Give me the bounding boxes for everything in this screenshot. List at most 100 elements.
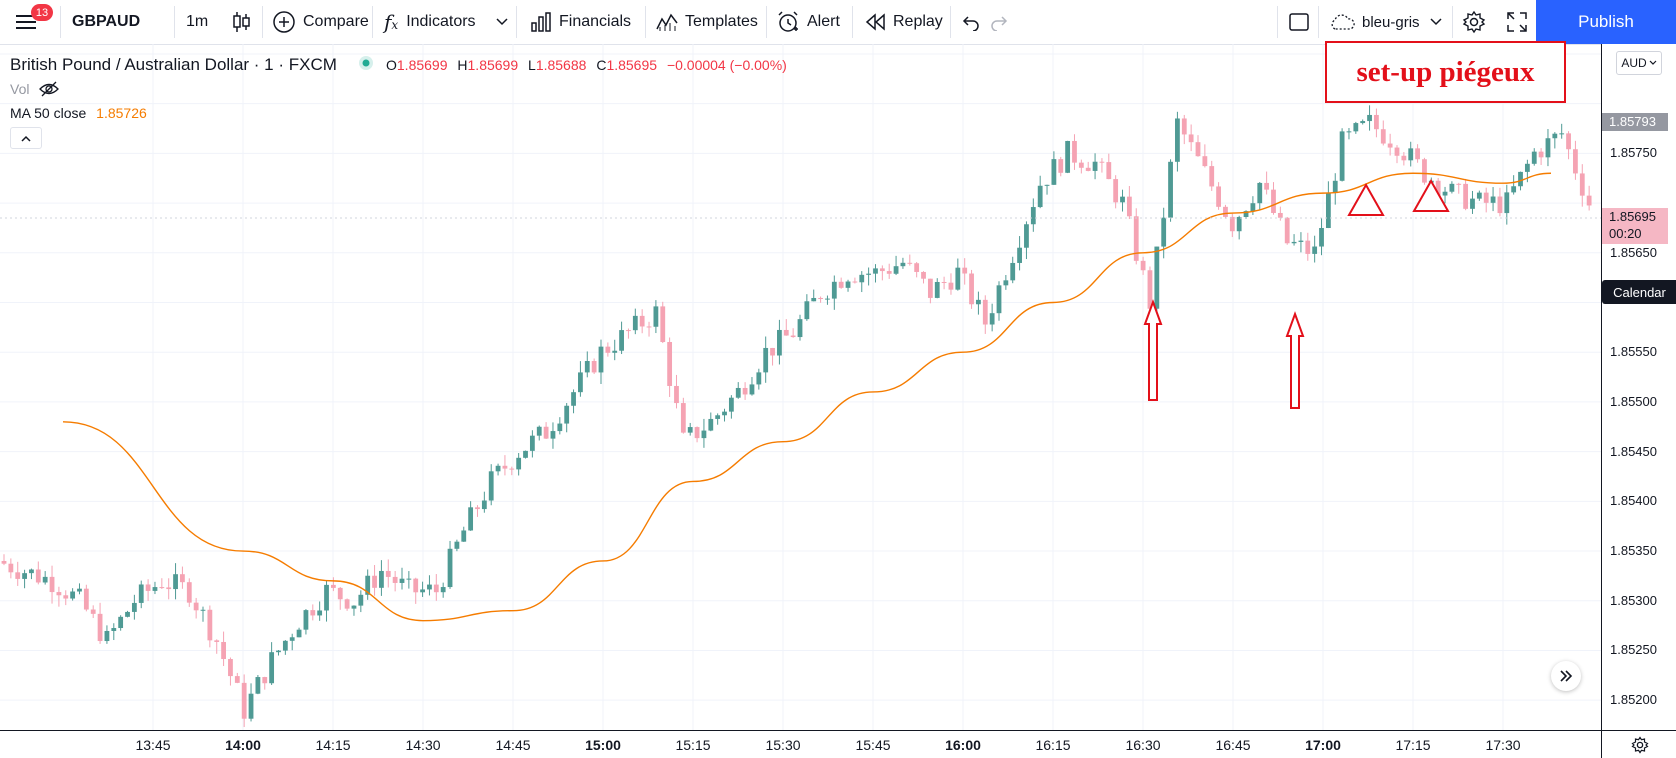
candle-body	[1504, 192, 1510, 214]
indicators-dropdown[interactable]	[496, 0, 508, 44]
alert-button[interactable]: Alert	[776, 0, 840, 44]
candle-body	[1209, 166, 1215, 187]
candle-body	[1401, 155, 1407, 161]
candle-body	[385, 570, 391, 577]
candle-body	[344, 599, 350, 609]
layout-menu-button[interactable]: bleu-gris	[1328, 0, 1442, 44]
undo-button[interactable]	[960, 0, 980, 44]
indicators-button[interactable]: fx Indicators	[384, 0, 476, 44]
ma-legend[interactable]: MA 50 close 1.85726	[10, 105, 147, 121]
candle-body	[955, 267, 961, 290]
candle-body	[145, 584, 151, 591]
candle-body	[626, 330, 631, 332]
symbol-legend[interactable]: British Pound / Australian Dollar · 1 · …	[10, 55, 337, 75]
candle-body	[1168, 161, 1173, 218]
candle-body	[1113, 179, 1119, 203]
replay-label: Replay	[893, 13, 943, 30]
candle-body	[687, 427, 693, 433]
candle-body	[1106, 162, 1112, 180]
candle-body	[1216, 186, 1221, 207]
candle-body	[523, 450, 528, 458]
candle-body	[584, 361, 590, 373]
candle-body	[735, 387, 741, 398]
candle-body	[1236, 216, 1242, 232]
candle-body	[1092, 161, 1098, 171]
candle-body	[852, 281, 858, 283]
candle-body	[180, 574, 185, 583]
candle-body	[495, 465, 501, 472]
ma-label: MA 50 close	[10, 105, 87, 121]
function-icon: fx	[384, 10, 399, 34]
annotation-text-box[interactable]: set-up piégeux	[1325, 41, 1566, 103]
candle-body	[1497, 196, 1503, 214]
candle-body	[900, 262, 906, 267]
collapse-legend-button[interactable]	[10, 127, 42, 149]
candle-body	[1175, 118, 1180, 162]
candle-body	[173, 574, 178, 590]
currency-selector[interactable]: AUD	[1616, 51, 1662, 75]
fullscreen-toggle-button[interactable]	[1288, 0, 1310, 44]
price-tick-label: 1.85650	[1610, 244, 1657, 260]
candle-body	[358, 594, 364, 606]
indicators-label: Indicators	[406, 13, 476, 30]
candle-body	[804, 301, 810, 320]
calendar-button[interactable]: Calendar	[1602, 280, 1676, 304]
candle-body	[1573, 149, 1578, 174]
candle-body	[873, 268, 878, 274]
low-value: 1.85688	[535, 57, 587, 73]
chart-style-button[interactable]	[230, 0, 252, 44]
candle-body	[77, 588, 82, 592]
candle-body	[1394, 147, 1400, 156]
candle-body	[1030, 207, 1036, 225]
financials-button[interactable]: Financials	[530, 0, 631, 44]
open-value: 1.85699	[396, 57, 448, 73]
candle-body	[269, 652, 275, 684]
symbol-search-button[interactable]: GBPAUD	[72, 13, 141, 30]
price-axis[interactable]: AUD 1.85750 1.85650 1.85550 1.85500 1.85450 1…	[1601, 44, 1676, 730]
candle-body	[488, 471, 494, 501]
candle-body	[1559, 133, 1565, 135]
candle-body	[1511, 186, 1517, 193]
main-menu-button[interactable]	[14, 0, 46, 44]
candle-body	[1291, 241, 1297, 244]
candle-body	[262, 677, 268, 684]
compare-button[interactable]: Compare	[272, 0, 369, 44]
candle-body	[694, 427, 700, 439]
candle-body	[1140, 260, 1146, 271]
gear-icon	[1630, 735, 1649, 754]
candle-body	[1133, 216, 1139, 261]
publish-button[interactable]: Publish	[1536, 0, 1676, 44]
candle-body	[282, 640, 288, 651]
candle-body	[907, 262, 913, 264]
candle-body	[639, 315, 645, 327]
replay-button[interactable]: Replay	[864, 0, 943, 44]
candle-body	[879, 268, 885, 272]
cloud-icon	[1331, 14, 1355, 30]
axis-settings-button[interactable]	[1601, 730, 1676, 758]
price-chart[interactable]	[0, 44, 1601, 730]
candle-body	[831, 281, 837, 299]
candle-body	[948, 282, 954, 290]
time-tick-label: 16:15	[1035, 737, 1071, 753]
candle-body	[825, 298, 830, 300]
candle-body	[1360, 121, 1366, 124]
candle-body	[365, 575, 371, 595]
volume-legend[interactable]: Vol	[10, 81, 60, 97]
candle-body	[234, 676, 240, 683]
candle-body	[1579, 173, 1585, 196]
candle-body	[564, 405, 570, 424]
interval-button[interactable]: 1m	[186, 13, 209, 30]
candle-body	[1065, 140, 1071, 173]
redo-button[interactable]	[990, 0, 1010, 44]
candle-body	[680, 403, 686, 433]
eye-hidden-icon[interactable]	[39, 81, 60, 97]
templates-button[interactable]: Templates	[656, 0, 758, 44]
price-tick-label: 1.85550	[1610, 344, 1657, 360]
templates-icon	[656, 13, 678, 31]
expand-button[interactable]	[1506, 0, 1528, 44]
candle-body	[399, 578, 405, 583]
settings-button[interactable]	[1462, 0, 1486, 44]
time-axis[interactable]: 13:45 14:00 14:15 14:30 14:45 15:00 15:15 15:30…	[0, 730, 1601, 758]
scroll-to-realtime-button[interactable]	[1551, 661, 1581, 691]
undo-icon	[962, 16, 979, 31]
